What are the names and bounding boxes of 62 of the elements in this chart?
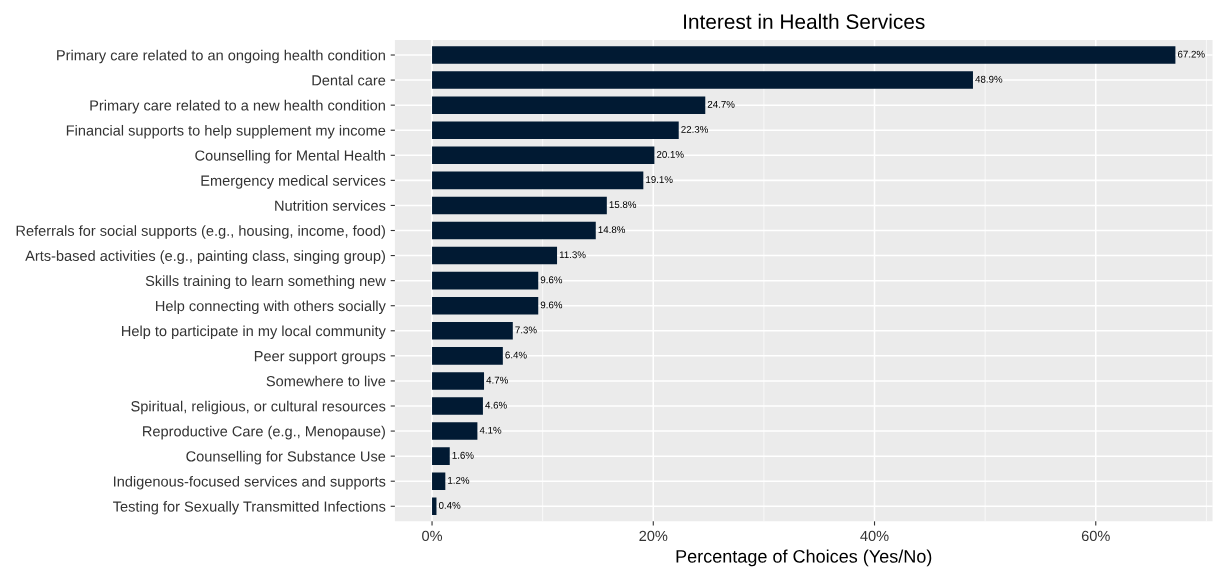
y-tick-label: Financial supports to help supplement my income bbox=[66, 124, 386, 139]
y-tick-label: Primary care related to a new health condition bbox=[90, 99, 385, 114]
bar bbox=[432, 322, 513, 340]
x-tick-label: 20% bbox=[639, 530, 668, 542]
x-tick-label: 40% bbox=[860, 530, 889, 542]
data-label: 19.1% bbox=[646, 176, 673, 183]
bar bbox=[432, 146, 655, 165]
y-tick-label: Emergency medical services bbox=[201, 175, 386, 189]
y-tick-label: Primary care related to an ongoing health condition bbox=[57, 49, 385, 64]
bar bbox=[432, 397, 483, 415]
data-label: 4.1% bbox=[479, 426, 502, 434]
data-label: 1.2% bbox=[448, 476, 470, 484]
bar bbox=[432, 171, 644, 190]
data-label: 9.6% bbox=[540, 276, 563, 284]
data-label: 24.7% bbox=[707, 100, 735, 108]
data-label: 0.4% bbox=[438, 502, 461, 509]
data-label: 9.6% bbox=[540, 301, 563, 309]
bar bbox=[432, 472, 446, 490]
data-label: 7.3% bbox=[515, 326, 537, 334]
y-tick-label: Counselling for Substance Use bbox=[186, 450, 386, 465]
bar bbox=[432, 196, 607, 215]
data-label: 4.6% bbox=[485, 401, 507, 409]
bar bbox=[432, 71, 973, 89]
data-label: 4.7% bbox=[486, 376, 508, 384]
bar bbox=[432, 372, 485, 390]
bar bbox=[432, 246, 558, 265]
y-tick-label: Reproductive Care (e.g., Menopause) bbox=[143, 425, 385, 440]
y-tick-label: Skills training to learn something new bbox=[145, 275, 386, 289]
y-tick-label: Help connecting with others socially bbox=[156, 300, 386, 315]
y-tick-label: Nutrition services bbox=[275, 200, 386, 211]
chart-title: Interest in Health Services bbox=[684, 13, 925, 30]
data-label: 48.9% bbox=[975, 75, 1003, 83]
data-label: 1.6% bbox=[452, 451, 474, 459]
bar bbox=[432, 271, 539, 290]
bar bbox=[432, 221, 596, 240]
bar bbox=[432, 121, 679, 139]
y-tick-label: Spiritual, religious, or cultural resources bbox=[131, 400, 386, 415]
data-label: 14.8% bbox=[598, 226, 626, 234]
x-tick-label: 60% bbox=[1081, 530, 1110, 542]
bar bbox=[432, 46, 1176, 64]
bar bbox=[432, 422, 478, 440]
data-label: 67.2% bbox=[1177, 50, 1205, 58]
bar bbox=[432, 347, 503, 365]
x-tick-label: 0% bbox=[422, 530, 443, 542]
y-tick-label: Peer support groups bbox=[254, 351, 386, 365]
y-tick-label: Somewhere to live bbox=[266, 375, 386, 387]
data-label: 20.1% bbox=[656, 151, 684, 158]
bar bbox=[432, 296, 539, 315]
x-axis-title: Percentage of Choices (Yes/No) bbox=[676, 549, 932, 567]
y-tick-label: Indigenous-focused services and supports bbox=[114, 475, 386, 490]
bar bbox=[432, 96, 706, 114]
y-tick-label: Counselling for Mental Health bbox=[195, 150, 385, 164]
bar bbox=[432, 447, 450, 465]
data-label: 22.3% bbox=[681, 125, 709, 133]
y-tick-label: Referrals for social supports (e.g., housing, income, food) bbox=[16, 225, 385, 239]
data-label: 15.8% bbox=[609, 201, 637, 209]
data-label: 6.4% bbox=[505, 351, 527, 359]
y-tick-label: Dental care bbox=[312, 74, 386, 86]
data-label: 11.3% bbox=[559, 251, 586, 259]
y-tick-label: Arts-based activities (e.g., painting class, singing group) bbox=[25, 250, 385, 264]
y-tick-label: Help to participate in my local community bbox=[122, 325, 386, 340]
y-tick-label: Testing for Sexually Transmitted Infections bbox=[113, 501, 386, 515]
